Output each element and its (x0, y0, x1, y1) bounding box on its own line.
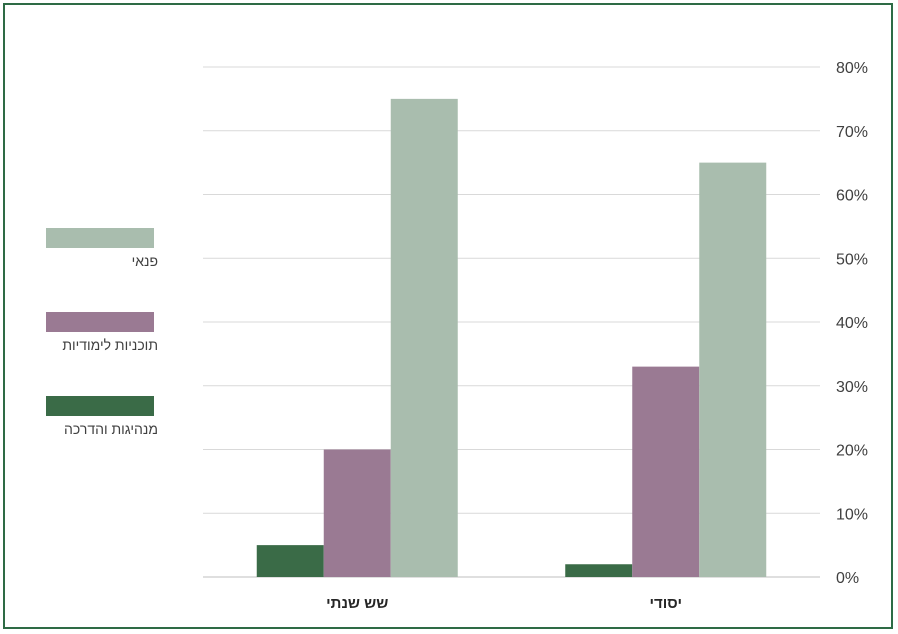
bar (256, 545, 324, 577)
legend: פנאי תוכניות לימודיות מנהיגות והדרכה (46, 228, 158, 437)
y-axis-tick-labels: 0% 10% 20% 30% 40% 50% 60% 70% 80% (836, 60, 868, 587)
y-tick-label: 30% (836, 379, 868, 396)
bar (699, 162, 767, 577)
legend-label: מנהיגות והדרכה (64, 421, 158, 437)
bar (390, 98, 458, 577)
legend-label: תוכניות לימודיות (62, 337, 158, 353)
x-category-label: יסודי (650, 595, 682, 612)
category-labels: שש שנתי יסודי (326, 595, 682, 612)
legend-swatch (46, 228, 154, 248)
y-tick-label: 0% (836, 570, 859, 587)
bars (256, 98, 767, 577)
legend-label: פנאי (132, 253, 158, 269)
y-tick-label: 70% (836, 124, 868, 141)
x-category-label: שש שנתי (326, 595, 388, 612)
y-tick-label: 80% (836, 60, 868, 77)
bar (632, 366, 700, 577)
y-tick-label: 50% (836, 251, 868, 268)
bar (565, 564, 633, 577)
y-tick-label: 60% (836, 188, 868, 205)
y-tick-label: 40% (836, 315, 868, 332)
legend-swatch (46, 312, 154, 332)
y-tick-label: 10% (836, 506, 868, 523)
legend-swatch (46, 396, 154, 416)
y-tick-label: 20% (836, 443, 868, 460)
bar (323, 449, 391, 577)
